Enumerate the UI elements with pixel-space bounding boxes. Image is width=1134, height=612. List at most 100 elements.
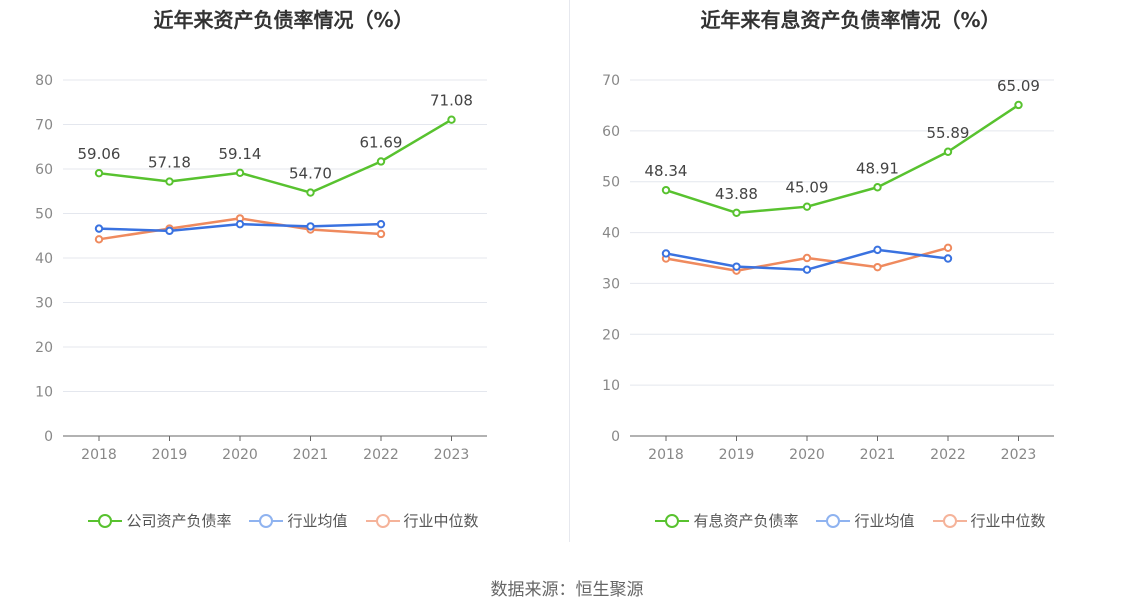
x-tick-label: 2022 (363, 447, 399, 463)
legend-item[interactable]: 行业中位数 (932, 510, 1046, 531)
legend-line-icon (249, 513, 284, 528)
chart-title: 近年来资产负债率情况（%） (153, 8, 414, 32)
data-point (165, 177, 174, 186)
data-label: 48.91 (856, 159, 899, 177)
data-label: 59.14 (219, 145, 262, 163)
legend-label: 行业中位数 (403, 512, 479, 530)
x-tick-label: 2022 (930, 447, 966, 463)
legend-item[interactable]: 有息资产负债率 (655, 510, 798, 531)
y-tick-label: 40 (602, 226, 620, 242)
chart-panel-asset-liability: 近年来资产负债率情况（%） 0 10 20 30 40 50 60 70 80 2018 2019 2… (0, 0, 567, 560)
legend-label: 行业均值 (854, 512, 915, 530)
data-point (873, 245, 882, 255)
data-label: 59.06 (78, 145, 121, 163)
x-tick-label: 2018 (648, 447, 684, 463)
x-tick-label: 2021 (293, 447, 329, 463)
chart-panel-interest-bearing-liability: 近年来有息资产负债率情况（%） 0 10 20 30 40 50 60 70 2018 2019 2… (567, 0, 1134, 560)
legend-line-icon (816, 513, 851, 528)
legend-line-icon (655, 513, 690, 528)
panel-divider (569, 0, 570, 542)
y-tick-label: 20 (35, 340, 53, 356)
data-point (661, 249, 671, 258)
y-tick-label: 30 (35, 296, 53, 312)
legend-circle-icon (98, 513, 113, 528)
data-point (306, 188, 315, 197)
data-point (376, 219, 386, 229)
legend-circle-icon (942, 513, 957, 528)
data-point (235, 168, 245, 178)
x-tick-label: 2020 (789, 447, 825, 463)
x-tick-label: 2019 (152, 447, 188, 463)
chart-legend: 有息资产负债率 行业均值 行业中位数 (567, 510, 1134, 531)
x-tick-label: 2023 (434, 447, 470, 463)
legend-line-icon (365, 513, 400, 528)
data-point (802, 253, 812, 263)
y-tick-label: 0 (611, 429, 620, 445)
legend-circle-icon (665, 513, 680, 528)
data-point (732, 208, 741, 218)
legend-label: 行业均值 (287, 512, 348, 530)
data-label: 65.09 (997, 77, 1040, 95)
data-point (661, 185, 671, 195)
legend-circle-icon (826, 513, 841, 528)
data-point (802, 265, 812, 274)
legend-item[interactable]: 行业均值 (816, 510, 915, 531)
data-point (165, 226, 174, 236)
y-tick-label: 0 (44, 429, 53, 445)
legend-circle-icon (375, 513, 390, 528)
data-label: 43.88 (715, 185, 758, 203)
y-tick-label: 20 (602, 327, 620, 343)
data-source-note: 数据来源：恒生聚源 (490, 580, 644, 600)
data-label: 48.34 (645, 162, 688, 180)
data-point (873, 262, 882, 272)
series-line (665, 103, 1020, 215)
data-label: 45.09 (786, 179, 829, 197)
y-tick-label: 70 (602, 73, 620, 89)
legend-circle-icon (259, 513, 274, 528)
y-tick-label: 60 (35, 162, 53, 178)
data-label: 61.69 (360, 133, 403, 151)
legend-item[interactable]: 行业中位数 (365, 510, 479, 531)
y-tick-label: 10 (35, 385, 53, 401)
x-tick-label: 2018 (81, 447, 117, 463)
data-point (732, 262, 741, 271)
data-point (94, 168, 104, 178)
x-tick-label: 2021 (860, 447, 896, 463)
data-point (943, 147, 953, 156)
legend-label: 有息资产负债率 (693, 512, 799, 530)
data-label: 55.89 (927, 124, 970, 142)
y-tick-label: 80 (35, 73, 53, 89)
x-tick-label: 2019 (719, 447, 755, 463)
y-tick-label: 50 (602, 175, 620, 191)
x-tick-label: 2023 (1001, 447, 1037, 463)
legend-item[interactable]: 公司资产负债率 (88, 510, 231, 531)
y-tick-label: 10 (602, 378, 620, 394)
chart-title: 近年来有息资产负债率情况（%） (700, 8, 1001, 32)
series-line (98, 118, 453, 194)
data-label: 54.70 (289, 165, 332, 183)
legend-line-icon (932, 513, 967, 528)
legend-item[interactable]: 行业均值 (249, 510, 348, 531)
y-tick-label: 50 (35, 207, 53, 223)
data-point (802, 202, 812, 211)
data-label: 71.08 (430, 92, 473, 110)
y-tick-label: 30 (602, 276, 620, 292)
legend-line-icon (88, 513, 123, 528)
chart-legend: 公司资产负债率 行业均值 行业中位数 (0, 510, 567, 531)
line-chart: 0 10 20 30 40 50 60 70 2018 2019 2020 2021 2022 2023 4… (602, 73, 1054, 463)
data-point (235, 219, 245, 229)
data-point (1014, 100, 1023, 110)
data-point (94, 224, 104, 233)
data-point (376, 229, 386, 239)
y-tick-label: 40 (35, 251, 53, 267)
data-label: 57.18 (148, 154, 191, 172)
line-chart: 0 10 20 30 40 50 60 70 80 2018 2019 2020 2021 2022 202… (35, 73, 487, 463)
data-point (943, 254, 953, 263)
legend-label: 行业中位数 (970, 512, 1046, 530)
data-point (376, 157, 386, 166)
legend-label: 公司资产负债率 (126, 512, 232, 530)
data-point (94, 235, 104, 244)
y-tick-label: 70 (35, 118, 53, 134)
y-tick-label: 60 (602, 124, 620, 140)
